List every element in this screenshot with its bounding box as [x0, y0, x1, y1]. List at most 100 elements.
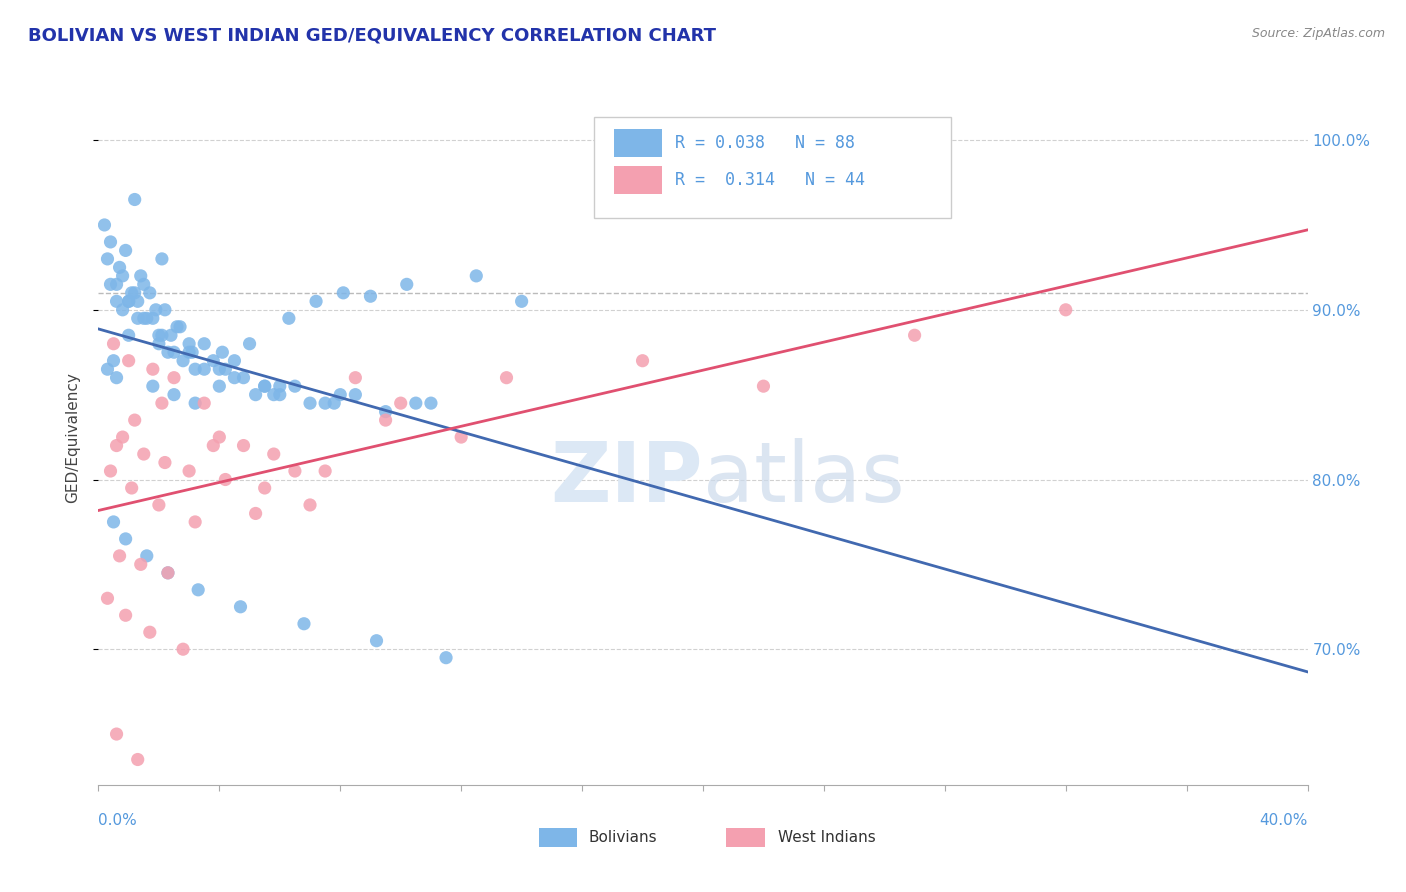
Point — [323, 396, 346, 410]
Point — [111, 302, 134, 317]
Point — [284, 379, 307, 393]
Point — [263, 387, 285, 401]
Point — [148, 336, 170, 351]
Text: R = 0.038   N = 88: R = 0.038 N = 88 — [675, 134, 855, 152]
Point — [150, 328, 173, 343]
Point — [132, 277, 155, 292]
Point — [100, 277, 122, 292]
Point — [277, 311, 299, 326]
Point — [344, 370, 367, 384]
Point — [187, 582, 209, 597]
Point — [105, 277, 128, 292]
Point — [224, 353, 246, 368]
Text: 40.0%: 40.0% — [1260, 813, 1308, 828]
Point — [360, 289, 382, 303]
Point — [181, 345, 204, 359]
Point — [142, 362, 165, 376]
Point — [129, 268, 152, 283]
Point — [118, 328, 141, 343]
Point — [202, 353, 225, 368]
Point — [395, 277, 418, 292]
Point — [100, 235, 122, 249]
Point — [114, 532, 136, 546]
Point — [904, 328, 927, 343]
Point — [172, 642, 194, 657]
Point — [111, 268, 134, 283]
Point — [108, 549, 131, 563]
Point — [142, 311, 165, 326]
Point — [202, 439, 225, 453]
Point — [156, 566, 179, 580]
Point — [193, 396, 215, 410]
Point — [253, 379, 276, 393]
Point — [752, 379, 775, 393]
Point — [166, 319, 188, 334]
Point — [263, 447, 285, 461]
Point — [132, 311, 155, 326]
Point — [434, 650, 457, 665]
Point — [420, 396, 443, 410]
Point — [510, 294, 533, 309]
Point — [193, 362, 215, 376]
Point — [211, 345, 233, 359]
Point — [121, 481, 143, 495]
Text: West Indians: West Indians — [778, 830, 876, 845]
Text: atlas: atlas — [703, 438, 904, 519]
Point — [305, 294, 328, 309]
FancyBboxPatch shape — [595, 117, 950, 218]
Point — [103, 353, 125, 368]
Point — [127, 294, 149, 309]
Point — [132, 447, 155, 461]
Point — [148, 328, 170, 343]
Point — [179, 336, 201, 351]
Text: ZIP: ZIP — [551, 438, 703, 519]
Point — [103, 515, 125, 529]
Point — [100, 464, 122, 478]
Point — [163, 370, 186, 384]
Text: BOLIVIAN VS WEST INDIAN GED/EQUIVALENCY CORRELATION CHART: BOLIVIAN VS WEST INDIAN GED/EQUIVALENCY … — [28, 27, 716, 45]
Point — [118, 294, 141, 309]
Point — [118, 353, 141, 368]
Point — [124, 285, 146, 300]
Point — [179, 345, 201, 359]
Point — [153, 456, 176, 470]
Point — [156, 566, 179, 580]
Text: 0.0%: 0.0% — [98, 813, 138, 828]
Point — [118, 294, 141, 309]
Point — [121, 285, 143, 300]
Point — [245, 387, 267, 401]
Point — [329, 387, 352, 401]
FancyBboxPatch shape — [725, 828, 765, 847]
Point — [184, 396, 207, 410]
Point — [214, 473, 236, 487]
Point — [332, 285, 354, 300]
FancyBboxPatch shape — [538, 828, 578, 847]
Point — [1054, 302, 1077, 317]
Point — [150, 396, 173, 410]
Point — [169, 319, 191, 334]
Point — [127, 752, 149, 766]
Point — [389, 396, 412, 410]
Point — [299, 498, 322, 512]
Point — [142, 379, 165, 393]
Point — [135, 311, 157, 326]
Point — [631, 353, 654, 368]
Point — [124, 413, 146, 427]
Point — [127, 311, 149, 326]
Point — [111, 430, 134, 444]
Point — [184, 362, 207, 376]
Point — [245, 507, 267, 521]
Point — [253, 481, 276, 495]
Point — [156, 345, 179, 359]
Point — [103, 336, 125, 351]
Point — [450, 430, 472, 444]
Point — [96, 362, 118, 376]
Point — [150, 252, 173, 266]
Point — [366, 633, 388, 648]
Point — [108, 260, 131, 275]
Point — [114, 244, 136, 258]
Point — [105, 370, 128, 384]
Point — [124, 193, 146, 207]
Point — [214, 362, 236, 376]
Point — [135, 549, 157, 563]
